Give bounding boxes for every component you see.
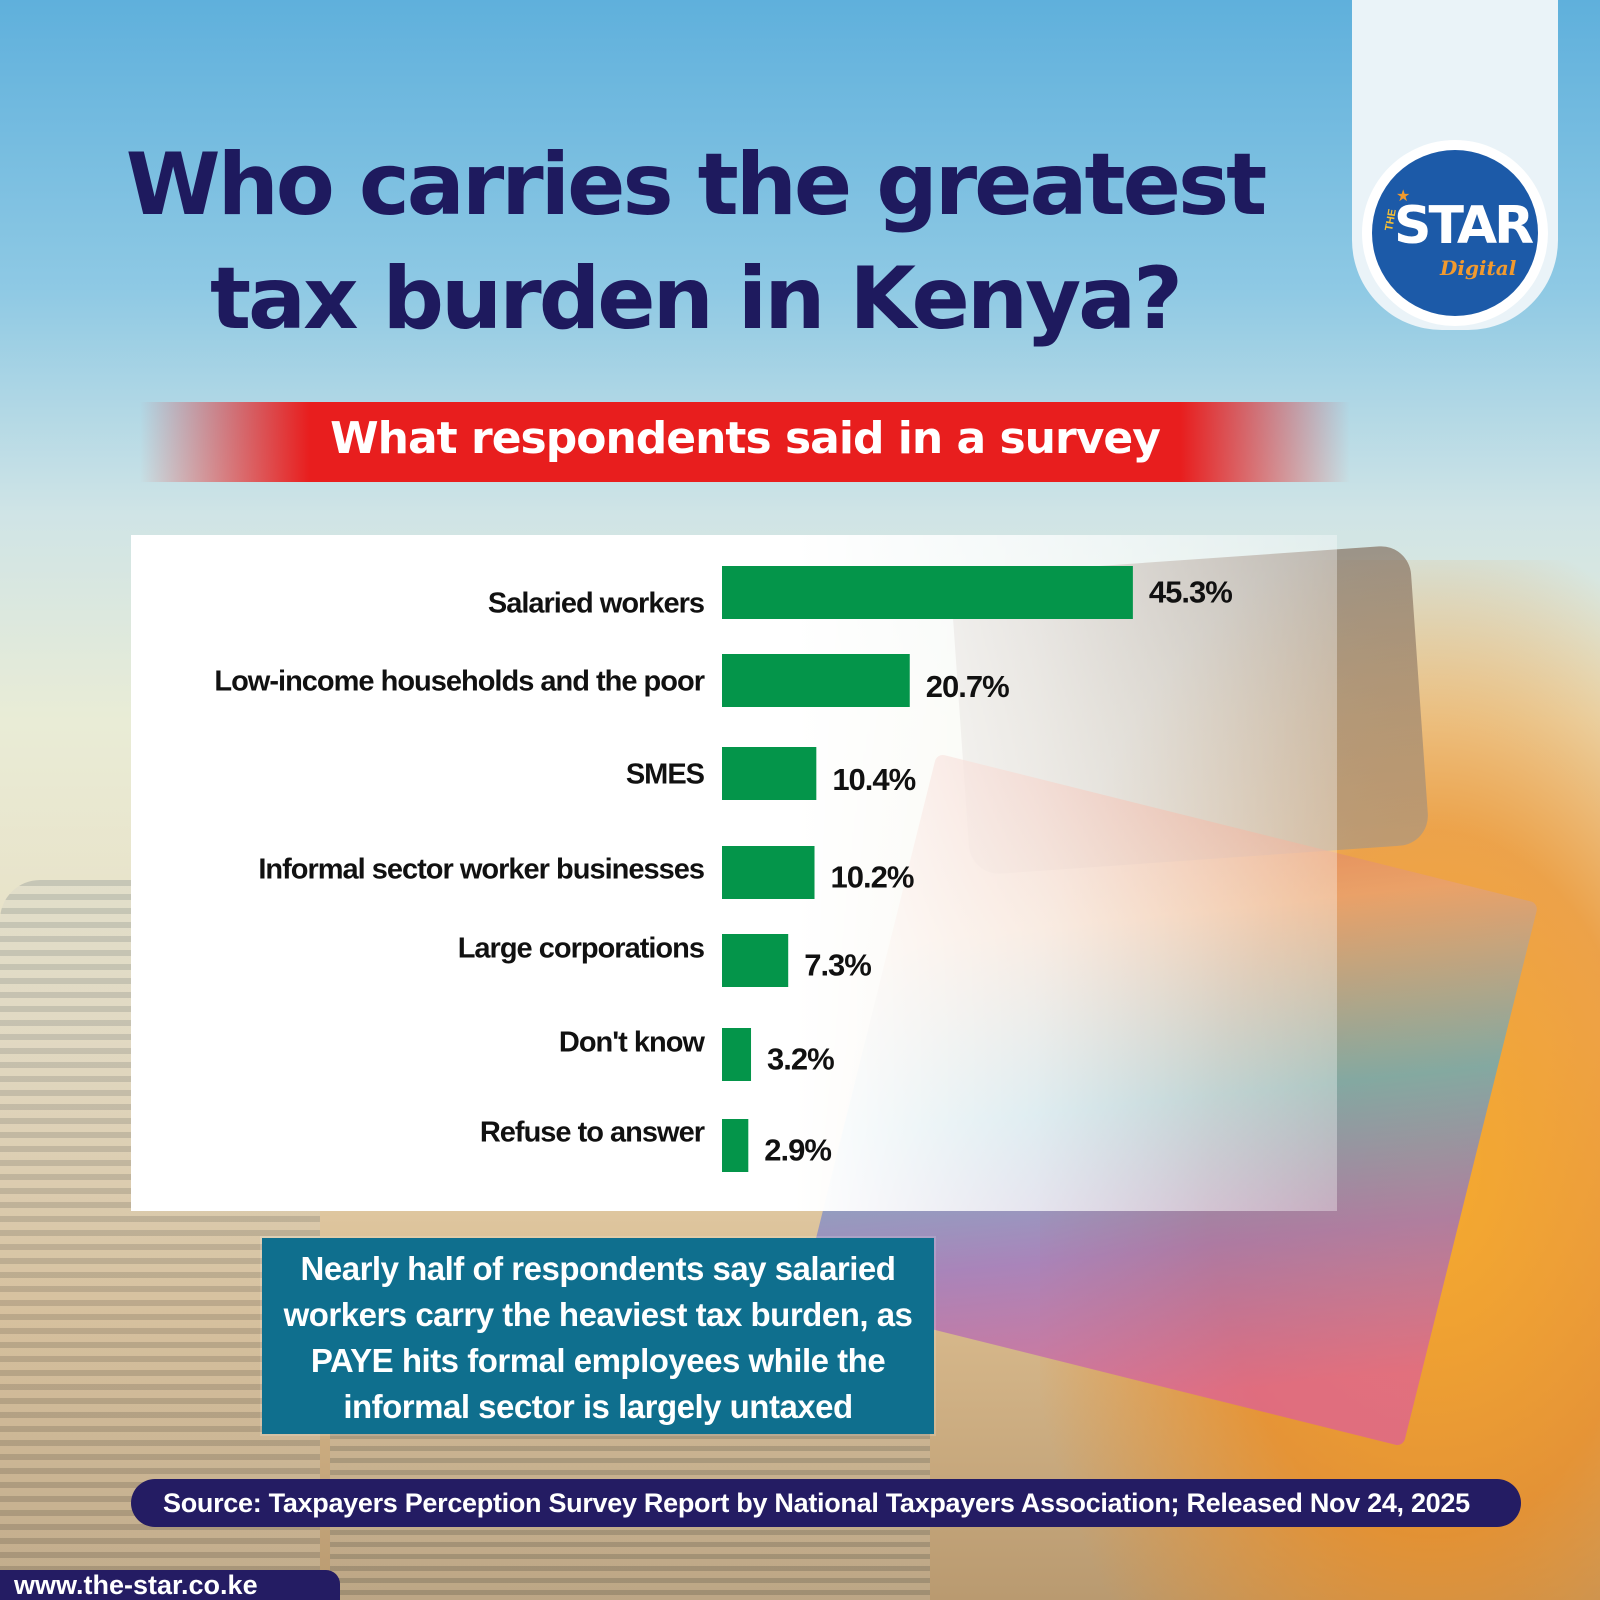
value-label: 7.3% bbox=[804, 947, 871, 982]
value-label: 45.3% bbox=[1149, 575, 1232, 610]
star-logo[interactable]: ★ THE STAR Digital bbox=[1362, 140, 1548, 326]
value-label: 3.2% bbox=[767, 1041, 834, 1076]
category-label: Refuse to answer bbox=[480, 1117, 705, 1149]
bar-1 bbox=[722, 654, 910, 707]
category-label: Informal sector worker businesses bbox=[258, 854, 704, 886]
page-title: Who carries the greatest tax burden in K… bbox=[125, 135, 1268, 349]
value-label: 20.7% bbox=[926, 669, 1009, 704]
category-label: Large corporations bbox=[458, 933, 704, 965]
bar-0 bbox=[722, 566, 1133, 619]
category-label: Salaried workers bbox=[488, 588, 704, 620]
category-label: Low-income households and the poor bbox=[214, 666, 704, 698]
value-label: 10.4% bbox=[832, 762, 915, 797]
value-label: 10.2% bbox=[831, 859, 914, 894]
bar-chart: Salaried workers 45.3% Low-income househol… bbox=[214, 566, 1233, 1172]
category-label: Don't know bbox=[559, 1027, 706, 1059]
website-link[interactable]: www.the-star.co.ke bbox=[0, 1570, 340, 1600]
star-icon: ★ bbox=[1396, 188, 1411, 205]
category-label: SMES bbox=[626, 759, 705, 791]
star-logo-badge: ★ THE STAR Digital bbox=[1372, 150, 1538, 316]
bar-2 bbox=[722, 747, 817, 800]
value-label: 2.9% bbox=[764, 1132, 831, 1167]
bar-4 bbox=[722, 934, 789, 987]
bar-3 bbox=[722, 846, 815, 899]
subtitle-banner: What respondents said in a survey bbox=[140, 402, 1350, 482]
logo-star-text: STAR bbox=[1394, 196, 1534, 256]
bar-5 bbox=[722, 1028, 752, 1081]
source-note: Source: Taxpayers Perception Survey Repo… bbox=[131, 1479, 1521, 1527]
callout-box: Nearly half of respondents say salaried … bbox=[262, 1238, 934, 1434]
chart-panel: Salaried workers 45.3% Low-income househol… bbox=[131, 535, 1337, 1211]
bar-6 bbox=[722, 1119, 749, 1172]
logo-digital-text: Digital bbox=[1440, 256, 1517, 280]
